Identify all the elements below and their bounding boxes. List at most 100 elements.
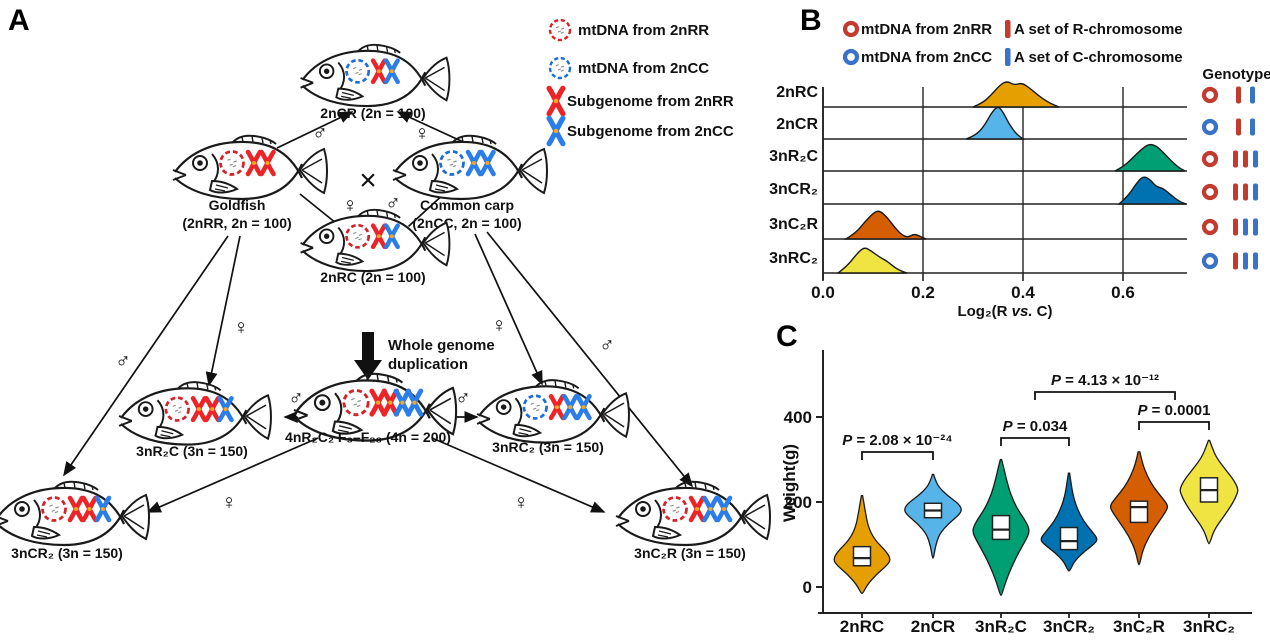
male-symbol: ♂ [115, 350, 131, 373]
cross-arrow [474, 233, 543, 386]
genotype-bar-blue [1253, 252, 1258, 270]
fish-label-3nR2C: 3nR₂C (3n = 150) [136, 443, 248, 459]
y-axis-title: Weight(g) [780, 444, 799, 522]
row-label: 2nRC [776, 84, 818, 101]
mtdna-blue-icon [522, 394, 548, 420]
mtdna-blue-icon [439, 150, 465, 176]
female-symbol: ♀ [491, 314, 507, 337]
genotype-bar-blue [1243, 218, 1248, 236]
fish-label-common-carp: Common carp [420, 197, 514, 213]
mtdna-donut-icon [1201, 218, 1219, 236]
genotype-bar-blue [1253, 150, 1258, 168]
mtdna-red-icon [345, 223, 371, 249]
significance-bracket [1034, 391, 1176, 400]
fish-label-3nC2R: 3nC₂R (3n = 150) [634, 545, 746, 561]
male-symbol: ♂ [288, 387, 304, 410]
female-symbol: ♀ [414, 122, 430, 145]
mtdna-donut-icon [1201, 118, 1219, 136]
row-label: 3nR₂C [769, 148, 818, 165]
chromosome-blue-icon [383, 58, 400, 85]
fish-goldfish [172, 134, 328, 201]
mtdna-red-icon [219, 150, 245, 176]
p-value-label: P = 4.13 × 10⁻¹² [1051, 372, 1159, 389]
density-3nCR₂ [1117, 176, 1187, 205]
chromosome-blue-icon [479, 149, 496, 177]
chromosome-red-icon [370, 58, 387, 85]
female-symbol: ♀ [342, 194, 358, 217]
row-label: 2nCR [776, 116, 818, 133]
fish-3nCR2 [0, 480, 150, 547]
legend-label: mtDNA from 2nCC [578, 60, 709, 77]
cross-arrow [431, 437, 606, 513]
genotype-bar-red [1233, 252, 1238, 270]
chromosome-red-icon [245, 149, 263, 177]
genotype-bar-blue [1253, 183, 1258, 201]
fish-label-3nCR2: 3nCR₂ (3n = 150) [11, 545, 123, 561]
x-tick-label: 0.2 [911, 283, 935, 302]
fish-label-3nRC2: 3nRC₂ (3n = 150) [492, 439, 604, 455]
genotype-bar-red [1236, 86, 1241, 104]
x-axis-title: Log₂(R vs. C) [957, 303, 1052, 320]
category-label: 2nRC [840, 617, 884, 636]
chromosome-red-icon [688, 495, 706, 523]
category-label: 3nR₂C [975, 617, 1027, 636]
cross-symbol: × [359, 164, 377, 197]
panel-c-label: C [776, 320, 798, 353]
mtdna-red-icon [842, 20, 860, 38]
density-2nRC [972, 81, 1060, 108]
y-tick-label: 400 [784, 408, 812, 427]
significance-bracket [1000, 437, 1070, 446]
row-label: 3nC₂R [769, 216, 818, 233]
legend-label: mtDNA from 2nCC [861, 49, 992, 66]
chromosome-red-icon [370, 223, 387, 250]
category-label: 3nRC₂ [1183, 617, 1235, 636]
p-value-label: P = 0.0001 [1138, 402, 1211, 419]
legend-label: A set of R-chromosome [1014, 21, 1183, 38]
fish-label-4nR2C2: 4nR₂C₂ F₃–F₂₈ (4n = 200) [285, 429, 451, 445]
fish-3nR2C [118, 381, 272, 446]
c-chromosome-bar-icon [1005, 48, 1011, 66]
mtdna-red-icon [548, 18, 572, 42]
chromosome-red-icon [204, 395, 221, 423]
genotype-header: Genotype [1202, 66, 1270, 83]
x-tick-label: 0.0 [811, 283, 835, 302]
female-symbol: ♀ [513, 491, 529, 514]
chromosome-blue-icon [405, 388, 424, 417]
whole-genome-duplication-arrow [354, 332, 382, 380]
male-symbol: ♂ [312, 122, 328, 145]
chromosome-red-icon [548, 393, 566, 421]
fish-label-goldfish: (2nRR, 2n = 100) [182, 215, 291, 231]
category-label: 2nCR [911, 617, 955, 636]
mtdna-donut-icon [1201, 150, 1219, 168]
density-3nC₂R [843, 210, 927, 240]
panel-a-legend-item: mtDNA from 2nRR [548, 18, 709, 42]
mtdna-red-icon [164, 396, 190, 422]
genotype-bar-red [1243, 150, 1248, 168]
mtdna-blue-icon [842, 48, 860, 66]
genotype-bar-red [1243, 183, 1248, 201]
fish-label-2nCR: 2nCR (2n = 100) [320, 105, 425, 121]
panel-a-legend-item: mtDNA from 2nCC [548, 56, 709, 80]
panel-a-legend-item: Subgenome from 2nRR [546, 85, 734, 117]
box-plot [991, 514, 1011, 541]
fish-2nRC [300, 208, 451, 273]
panel-b-label: B [800, 4, 822, 37]
row-label: 3nRC₂ [769, 250, 818, 267]
female-symbol: ♀ [233, 316, 249, 339]
x-tick-label: 0.6 [1111, 283, 1135, 302]
chromosome-red-icon [67, 495, 85, 523]
legend-label: Subgenome from 2nCC [567, 123, 734, 140]
p-value-label: P = 0.034 [1003, 418, 1068, 435]
chromosome-blue-icon [217, 395, 234, 423]
legend-label: mtDNA from 2nRR [578, 22, 709, 39]
category-label: 3nCR₂ [1043, 617, 1095, 636]
legend-label: mtDNA from 2nRR [861, 21, 992, 38]
panel-a-label: A [8, 4, 30, 37]
fish-4nR2C2 [293, 372, 458, 442]
cross-arrow [276, 111, 354, 149]
legend-label: Subgenome from 2nRR [567, 93, 734, 110]
mtdna-red-icon [662, 496, 688, 522]
density-3nRC₂ [835, 247, 908, 274]
